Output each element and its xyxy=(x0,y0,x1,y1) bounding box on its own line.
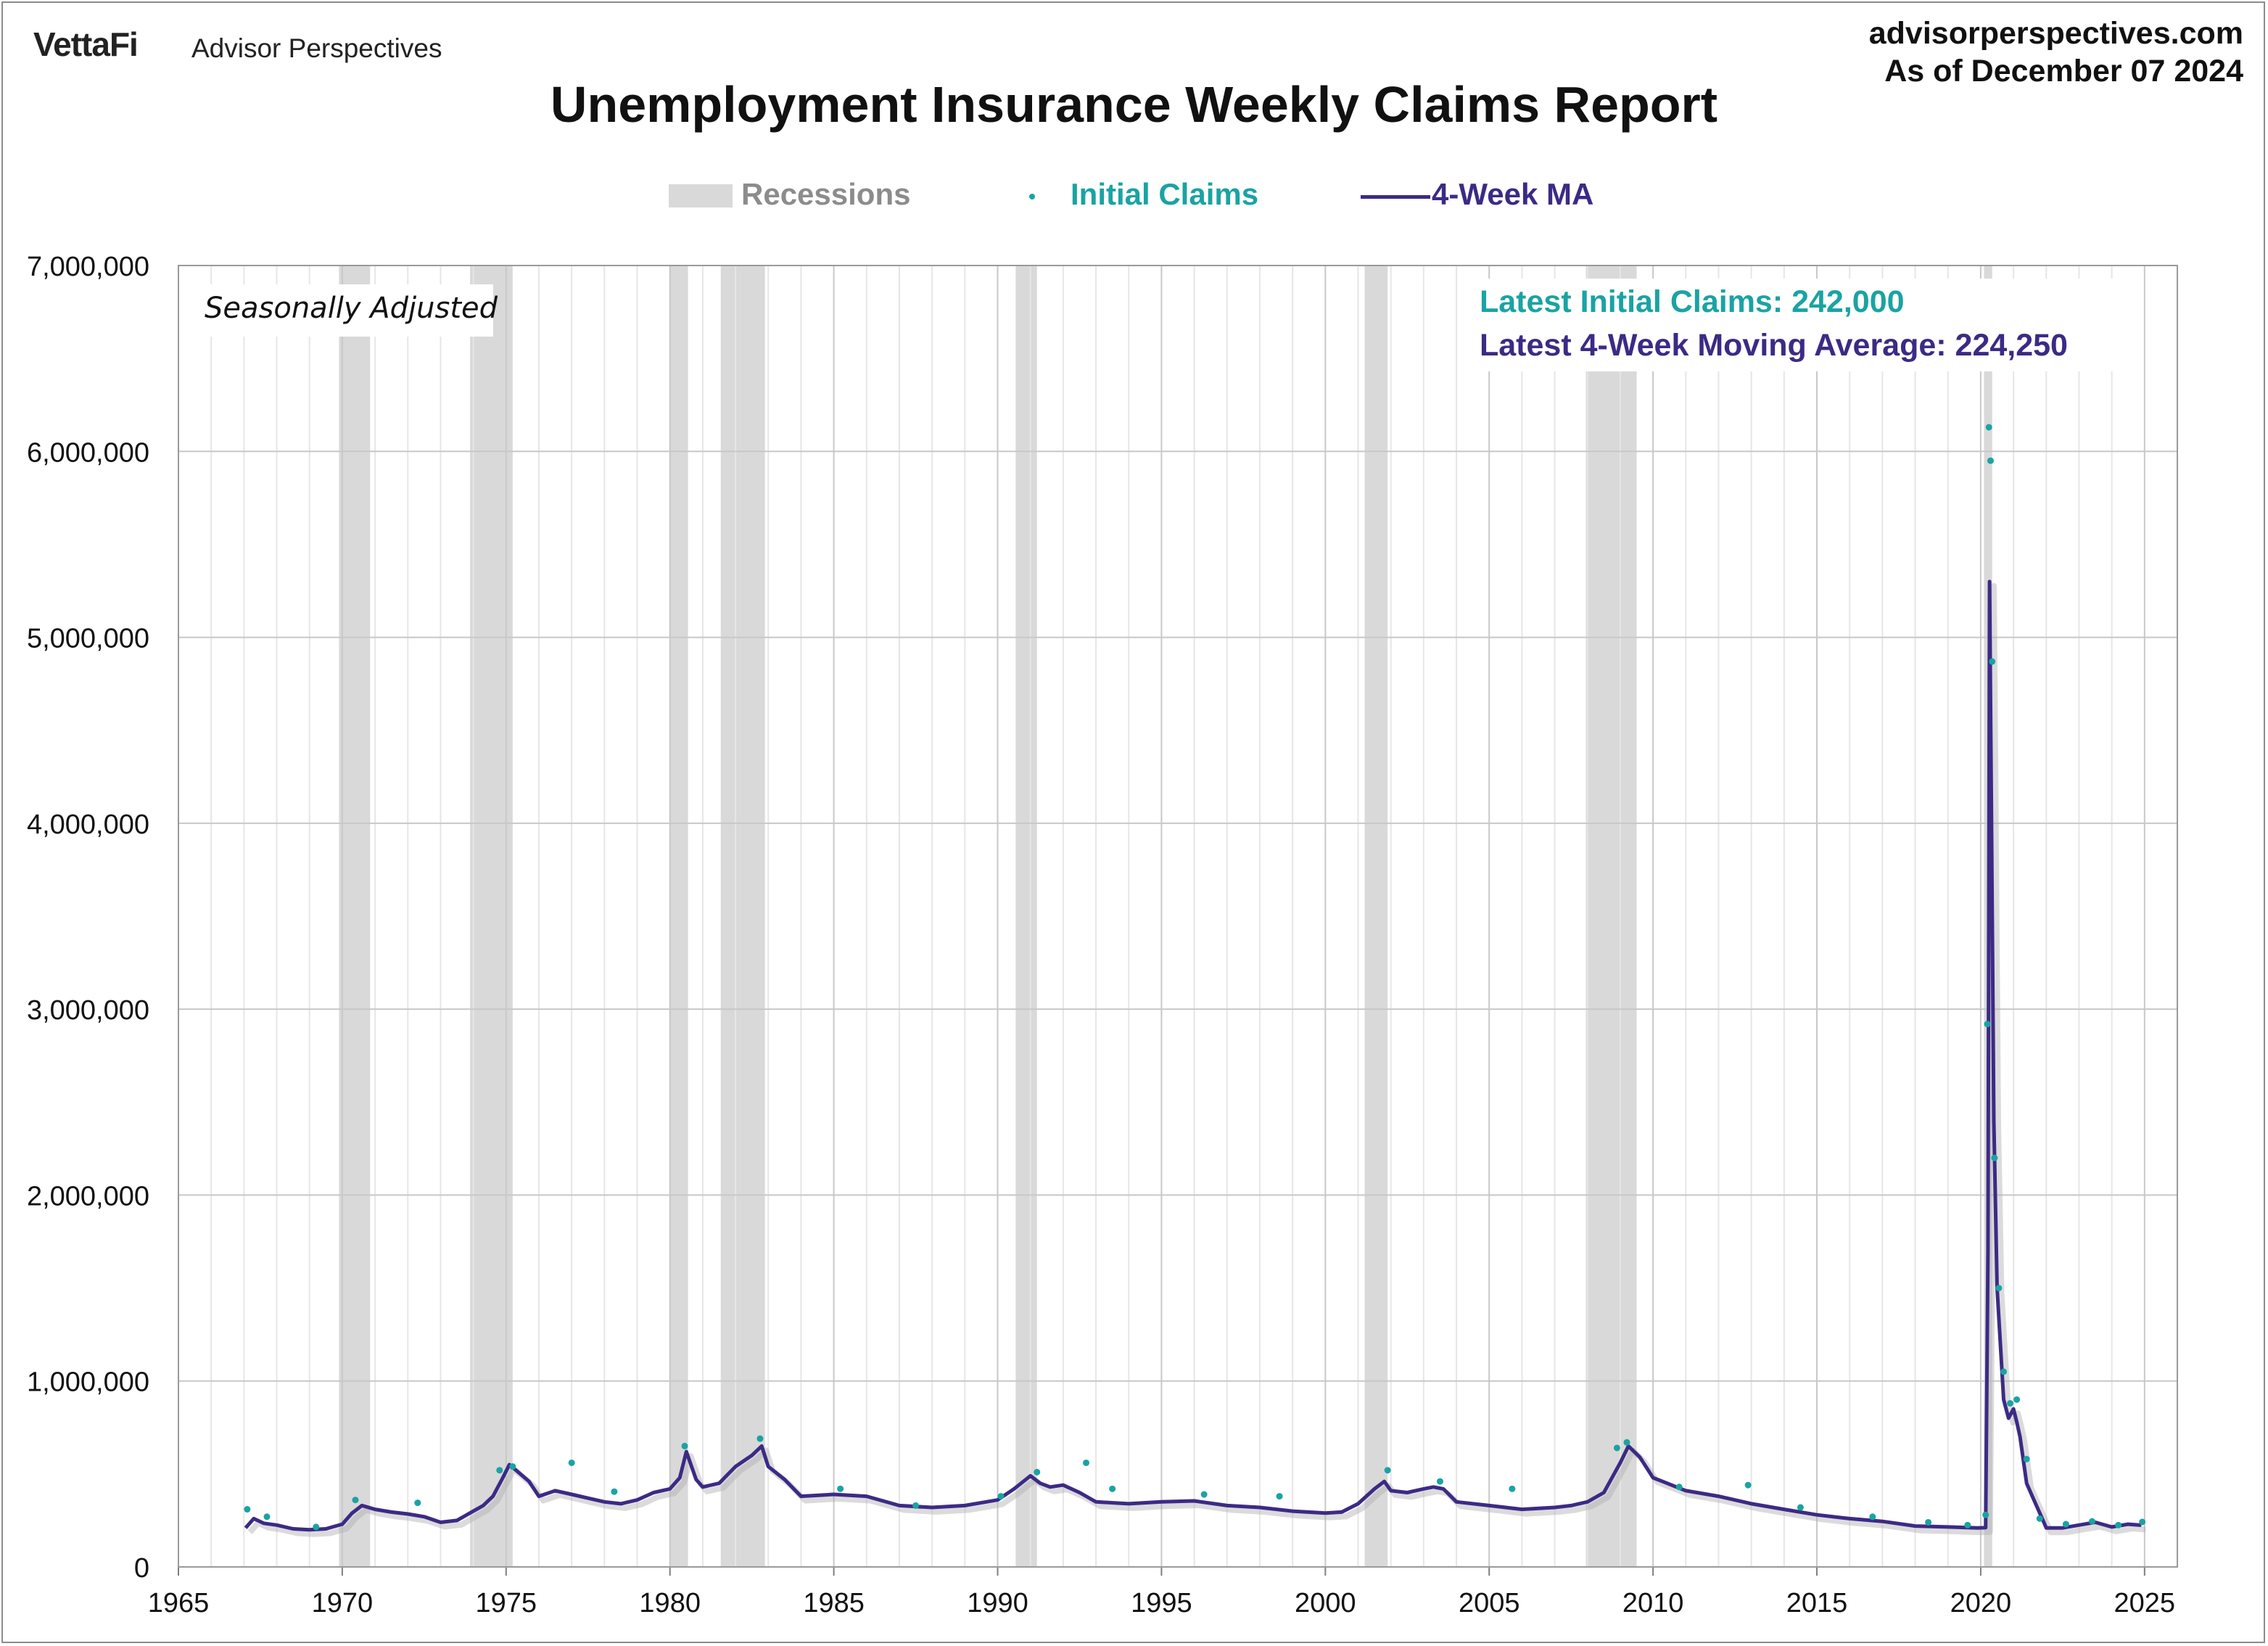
recession-band xyxy=(669,266,688,1567)
initial-claims-point xyxy=(1034,1468,1041,1476)
initial-claims-point xyxy=(1869,1513,1876,1521)
recession-band xyxy=(1364,266,1388,1567)
initial-claims-point xyxy=(756,1435,764,1442)
x-tick-label: 2000 xyxy=(1295,1588,1356,1618)
initial-claims-point xyxy=(509,1463,516,1470)
site-url: advisorperspectives.com xyxy=(1868,16,2243,51)
initial-claims-point xyxy=(1964,1521,1971,1528)
initial-claims-point xyxy=(1925,1518,1932,1526)
brand-subtitle: Advisor Perspectives xyxy=(191,33,442,63)
x-tick-label: 2020 xyxy=(1950,1588,2012,1618)
initial-claims-point xyxy=(414,1499,421,1507)
initial-claims-point xyxy=(1675,1484,1683,1491)
y-tick-label: 7,000,000 xyxy=(27,252,149,282)
note-background xyxy=(193,284,493,337)
initial-claims-point xyxy=(263,1513,271,1521)
x-tick-label: 2025 xyxy=(2114,1588,2176,1618)
initial-claims-point xyxy=(496,1467,503,1474)
initial-claims-point xyxy=(2000,1368,2008,1375)
initial-claims-point xyxy=(1987,457,1994,464)
y-tick-label: 5,000,000 xyxy=(27,624,149,654)
initial-claims-point xyxy=(1991,1154,1998,1161)
y-tick-label: 1,000,000 xyxy=(27,1367,149,1398)
initial-claims-point xyxy=(1984,1021,1991,1028)
x-tick-label: 2005 xyxy=(1459,1588,1520,1618)
initial-claims-point xyxy=(2013,1396,2021,1403)
x-tick-label: 1990 xyxy=(967,1588,1028,1618)
vettafi-logo: VettaFi xyxy=(33,25,139,63)
initial-claims-point xyxy=(1623,1439,1630,1446)
latest-values-background xyxy=(1468,279,2121,371)
ma-line xyxy=(244,580,2142,1532)
x-tick-label: 1980 xyxy=(639,1588,701,1618)
legend-recessions-label: Recessions xyxy=(741,177,911,211)
initial-claims-point xyxy=(681,1442,688,1449)
initial-claims-point xyxy=(1109,1485,1116,1492)
x-tick-label: 2015 xyxy=(1786,1588,1848,1618)
legend-ma-label: 4-Week MA xyxy=(1432,177,1594,211)
initial-claims-point xyxy=(837,1485,844,1492)
site-info: advisorperspectives.com As of December 0… xyxy=(1869,15,2243,90)
initial-claims-point xyxy=(912,1502,920,1509)
x-tick-label: 1965 xyxy=(148,1588,210,1618)
ma-line-shadow xyxy=(247,583,2146,1537)
legend-initial-claims-marker xyxy=(1029,194,1035,199)
legend-recessions-swatch xyxy=(669,184,733,207)
recession-band xyxy=(720,266,765,1567)
y-tick-label: 3,000,000 xyxy=(27,995,149,1026)
initial-claims-point xyxy=(1995,1285,2003,1292)
initial-claims-point xyxy=(1509,1485,1516,1492)
initial-claims-point xyxy=(1797,1504,1804,1511)
initial-claims-point xyxy=(1082,1459,1089,1466)
chart-title: Unemployment Insurance Weekly Claims Rep… xyxy=(550,76,1718,133)
y-tick-label: 6,000,000 xyxy=(27,437,149,468)
x-tick-label: 1975 xyxy=(476,1588,537,1618)
initial-claims-point xyxy=(2023,1455,2030,1462)
latest-initial-claims: Latest Initial Claims: 242,000 xyxy=(1480,284,1905,319)
initial-claims-point xyxy=(2139,1518,2146,1526)
initial-claims-point xyxy=(1276,1493,1283,1500)
initial-claims-point xyxy=(313,1523,320,1531)
initial-claims-point xyxy=(1436,1478,1443,1485)
plot-border xyxy=(178,265,2178,1568)
initial-claims-point xyxy=(2089,1518,2096,1525)
initial-claims-point xyxy=(997,1493,1005,1500)
initial-claims-point xyxy=(611,1488,618,1495)
initial-claims-point xyxy=(568,1459,575,1466)
x-tick-label: 1970 xyxy=(312,1588,374,1618)
initial-claims-point xyxy=(1744,1481,1752,1489)
y-tick-label: 4,000,000 xyxy=(27,810,149,840)
y-tick-label: 0 xyxy=(134,1553,149,1584)
initial-claims-point xyxy=(1613,1444,1620,1452)
legend-ma-line xyxy=(1361,195,1430,199)
initial-claims-point xyxy=(2062,1521,2069,1528)
latest-moving-average: Latest 4-Week Moving Average: 224,250 xyxy=(1480,328,2068,363)
x-tick-label: 1995 xyxy=(1131,1588,1192,1618)
legend-initial-claims-label: Initial Claims xyxy=(1071,177,1259,211)
initial-claims-point xyxy=(1200,1491,1208,1498)
x-tick-label: 1985 xyxy=(803,1588,865,1618)
as-of-date: As of December 07 2024 xyxy=(1884,54,2243,89)
recession-band xyxy=(1015,266,1037,1567)
initial-claims-point xyxy=(2007,1399,2014,1407)
initial-claims-point xyxy=(352,1497,359,1504)
initial-claims-point xyxy=(1985,424,1992,431)
recession-band xyxy=(1585,266,1637,1567)
initial-claims-point xyxy=(244,1506,251,1513)
x-tick-label: 2010 xyxy=(1622,1588,1684,1618)
recession-band xyxy=(339,266,371,1567)
seasonally-adjusted-note: Seasonally Adjusted xyxy=(205,292,498,325)
y-tick-label: 2,000,000 xyxy=(27,1181,149,1211)
initial-claims-point xyxy=(1989,658,1996,665)
initial-claims-point xyxy=(1982,1511,1989,1518)
initial-claims-point xyxy=(2115,1521,2122,1528)
initial-claims-point xyxy=(1384,1467,1391,1474)
initial-claims-point xyxy=(2036,1515,2043,1522)
